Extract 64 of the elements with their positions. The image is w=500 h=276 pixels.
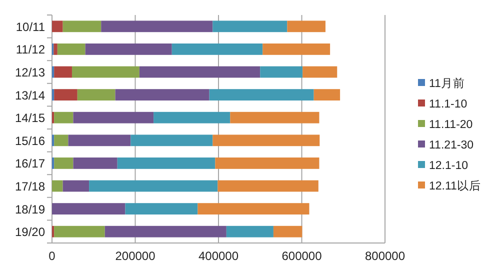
bar [209,89,314,100]
bar [302,66,338,78]
bar [273,226,302,238]
bar [226,226,274,238]
bar [212,20,288,32]
y-tick-label: 15/16 [14,134,46,148]
x-tick-label: 0 [48,249,56,263]
bar [101,20,213,32]
bar [72,66,140,78]
bar [52,180,63,192]
legend-label: 11月前 [429,77,465,90]
bar [54,112,74,124]
bar [68,134,131,146]
bar [73,112,154,124]
bar [52,203,126,214]
legend-label: 11.11-20 [429,119,473,131]
legend-label: 11.1-10 [429,98,468,110]
x-tick-label: 800000 [364,249,406,263]
bar [172,44,263,55]
bar [89,180,218,192]
bar [212,134,320,146]
bar [218,180,318,192]
y-tick-label: 10/11 [16,20,46,34]
bar [54,66,72,78]
x-tick-label: 400000 [198,249,239,263]
y-tick-label: 14/15 [14,111,46,126]
bar [62,20,102,32]
bar [154,112,230,124]
x-tick-label: 600000 [282,249,322,263]
x-tick-label: 200000 [115,249,156,263]
y-tick-label: 13/14 [14,88,46,102]
bar [198,203,310,214]
legend-label: 12.1-10 [429,160,468,172]
bar [260,66,303,78]
bar [52,20,63,32]
y-tick-label: 11/12 [16,42,46,57]
bar [115,89,210,100]
bar [287,20,326,32]
bar [230,112,320,124]
bar [73,158,118,169]
bar [54,158,74,169]
bar [125,203,198,214]
bar [54,226,105,238]
y-tick-label: 12/13 [14,66,46,80]
bar [215,158,320,169]
bar [54,44,58,55]
y-tick-label: 17/18 [14,180,46,194]
bar [262,44,330,55]
bar [85,44,172,55]
y-tick-label: 19/20 [14,225,46,240]
bar [54,89,78,100]
y-tick-label: 16/17 [14,156,46,171]
legend-label: 11.21-30 [429,140,474,152]
bar [130,134,213,146]
bar [77,89,116,100]
bar [139,66,260,78]
bar [104,226,226,238]
bar [117,158,216,169]
legend-label: 12.11以后 [429,180,481,192]
y-tick-label: 18/19 [14,202,46,216]
bar [54,134,68,146]
bar [314,89,340,100]
bar [57,44,86,55]
bar [62,180,90,192]
